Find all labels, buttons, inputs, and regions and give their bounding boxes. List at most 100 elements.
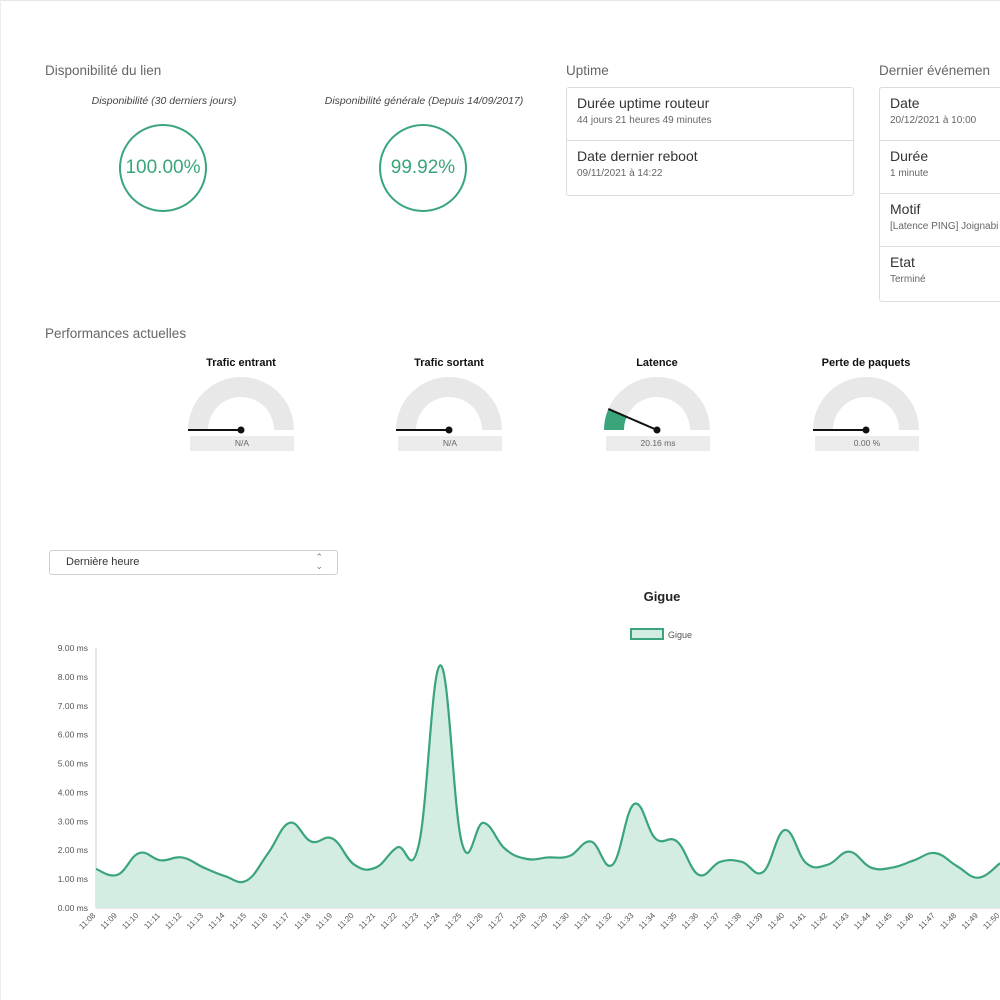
event-status-value: Terminé [890,274,926,285]
data-point [675,840,679,844]
data-point [159,858,163,862]
data-point [438,663,442,667]
x-tick-label: 11:13 [185,911,205,931]
x-tick-label: 11:29 [529,911,549,931]
data-point [611,863,615,867]
uptime-row-label: Durée uptime routeur [577,95,710,111]
gauge-packet-loss: Perte de paquets 0.00 % [806,357,926,467]
gauge-track [813,377,919,430]
data-point [783,828,787,832]
event-date-row: Date 20/12/2021 à 10:00 [880,88,1000,141]
x-tick-label: 11:27 [486,911,506,931]
data-point [976,876,980,880]
x-tick-label: 11:44 [852,911,872,931]
data-point [697,873,701,877]
gauge-pivot [653,426,661,434]
gauge-dial [396,377,502,434]
data-point [632,802,636,806]
event-reason-value: [Latence PING] Joignabi [890,221,999,232]
availability-overall-label: Disponibilité générale (Depuis 14/09/201… [324,95,524,107]
gauge-value: 0.00 % [815,436,919,451]
data-point [202,866,206,870]
legend-label: Gigue [668,630,692,640]
x-tick-label: 11:10 [120,911,140,931]
y-tick-label: 4.00 ms [58,787,88,797]
y-tick-label: 2.00 ms [58,845,88,855]
x-tick-label: 11:46 [895,911,915,931]
data-point [352,863,356,867]
data-point [804,861,808,865]
event-duration-value: 1 minute [890,168,929,179]
data-point [761,870,765,874]
x-tick-label: 11:42 [809,911,829,931]
last-event-title: Dernier événemen [879,63,991,78]
event-reason-row: Motif [Latence PING] Joignabi [880,194,1000,247]
y-tick-label: 5.00 ms [58,759,88,769]
data-point [481,821,485,825]
last-event-card: Date 20/12/2021 à 10:00 Durée 1 minute M… [879,87,1000,302]
x-tick-label: 11:38 [723,911,743,931]
x-tick-label: 11:19 [314,911,334,931]
x-tick-label: 11:31 [572,911,592,931]
legend-swatch [630,628,664,640]
event-date-label: Date [890,95,920,111]
uptime-row: Durée uptime routeur 44 jours 21 heures … [567,88,853,141]
availability-30d-ring: 100.00% [119,124,207,212]
jitter-chart: Gigue Gigue 0.00 ms 1.00 ms 2.00 ms 3.00 ms 4.… [58,589,1000,931]
data-point [955,864,959,868]
data-point [395,845,399,849]
data-point [546,855,550,859]
gauge-traffic-in: Trafic entrant N/A [181,357,301,467]
performance-title: Performances actuelles [45,326,187,341]
period-select[interactable]: Dernière heure ⌃ ⌄ [49,550,338,575]
up-down-chevron-icon: ⌃ ⌄ [315,552,323,571]
y-tick-label: 7.00 ms [58,701,88,711]
x-tick-label: 11:17 [271,911,291,931]
gauge-title: Trafic entrant [206,357,276,369]
event-reason-label: Motif [890,201,921,217]
uptime-title: Uptime [566,63,609,78]
data-point [374,866,378,870]
x-tick-label: 11:18 [293,911,313,931]
series-area-gigue [96,665,1000,908]
uptime-row-value: 44 jours 21 heures 49 minutes [577,115,712,126]
x-tick-label: 11:45 [874,911,894,931]
x-tick-label: 11:15 [228,911,248,931]
x-tick-label: 11:30 [551,911,571,931]
data-point [933,851,937,855]
data-point [589,840,593,844]
gauge-dial [604,377,710,434]
gauge-value: N/A [398,436,502,451]
data-point [740,860,744,864]
event-duration-label: Durée [890,148,929,164]
series-line-gigue [95,664,1000,884]
data-point [847,850,851,854]
last-reboot-row-label: Date dernier reboot [577,148,698,164]
y-tick-label: 6.00 ms [58,730,88,740]
x-tick-label: 11:40 [766,911,786,931]
gauge-dial [813,377,919,434]
data-point [460,841,464,845]
x-tick-label: 11:16 [249,911,269,931]
x-tick-label: 11:43 [831,911,851,931]
availability-30d-value: 100.00% [125,157,201,178]
x-tick-label: 11:20 [336,911,356,931]
gauge-title: Perte de paquets [821,357,911,369]
x-tick-label: 11:36 [680,911,700,931]
x-tick-label: 11:34 [637,911,657,931]
x-tick-label: 11:28 [508,911,528,931]
data-point [912,858,916,862]
period-select-value: Dernière heure [66,556,140,568]
y-tick-label: 8.00 ms [58,672,88,682]
gauge-value: 20.16 ms [606,436,710,451]
x-tick-label: 11:11 [142,911,162,931]
x-tick-label: 11:37 [701,911,721,931]
event-status-row: Etat Terminé [880,247,1000,300]
x-tick-label: 11:25 [443,911,463,931]
gauge-pivot [237,426,245,434]
event-date-value: 20/12/2021 à 10:00 [890,115,977,126]
gauge-dial [188,377,294,434]
x-tick-label: 11:22 [379,911,399,931]
gauge-value: N/A [190,436,294,451]
event-duration-row: Durée 1 minute [880,141,1000,194]
